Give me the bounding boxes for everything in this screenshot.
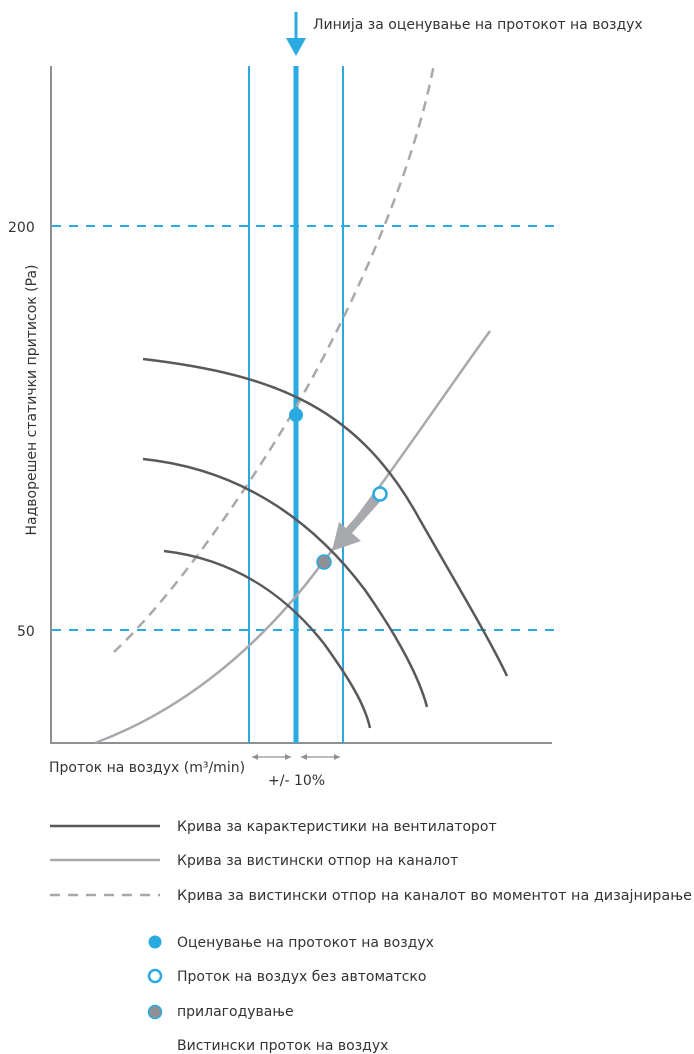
legend-actual-airflow-label: Вистински проток на воздух <box>177 1038 388 1054</box>
legend-fan-curve-label: Крива за карактеристики на вентилаторот <box>177 819 497 835</box>
legend-without-auto-marker <box>147 968 163 984</box>
legend-resistance-curve-label: Крива за вистински отпор на каналот <box>177 853 458 869</box>
rating-line-label: Линија за оценување на протокот на возду… <box>313 17 643 33</box>
fan-curve-high <box>142 357 509 677</box>
y-tick-50: 50 <box>17 624 35 640</box>
airflow-without-auto-adjust-point <box>372 486 388 502</box>
legend-rated-airflow-marker <box>148 935 162 949</box>
legend-adjustment-label: прилагодување <box>177 1004 294 1020</box>
fan-curve-mid <box>142 457 429 708</box>
y-tick-200: 200 <box>8 220 35 236</box>
legend-rated-airflow-label: Оценување на протокот на воздух <box>177 935 434 951</box>
design-resistance-curve <box>113 63 436 653</box>
tolerance-indicator <box>252 754 340 760</box>
tolerance-label: +/- 10% <box>268 773 325 789</box>
adjustment-arrow-icon <box>332 522 361 551</box>
legend-design-curve-label: Крива за вистински отпор на каналот во м… <box>177 888 692 904</box>
legend-actual-airflow-marker <box>147 1004 163 1020</box>
legend-without-auto-label: Проток на воздух без автоматско <box>177 969 426 985</box>
x-axis-label: Проток на воздух (m³/min) <box>49 760 245 776</box>
adjustment-arrow-shaft <box>342 495 381 538</box>
y-axis-label: Надворешен статички притисок (Pa) <box>24 265 40 536</box>
fan-curve-low <box>163 549 372 729</box>
actual-airflow-point <box>316 554 332 570</box>
rated-airflow-point <box>289 408 303 422</box>
down-arrow-icon <box>286 38 306 56</box>
